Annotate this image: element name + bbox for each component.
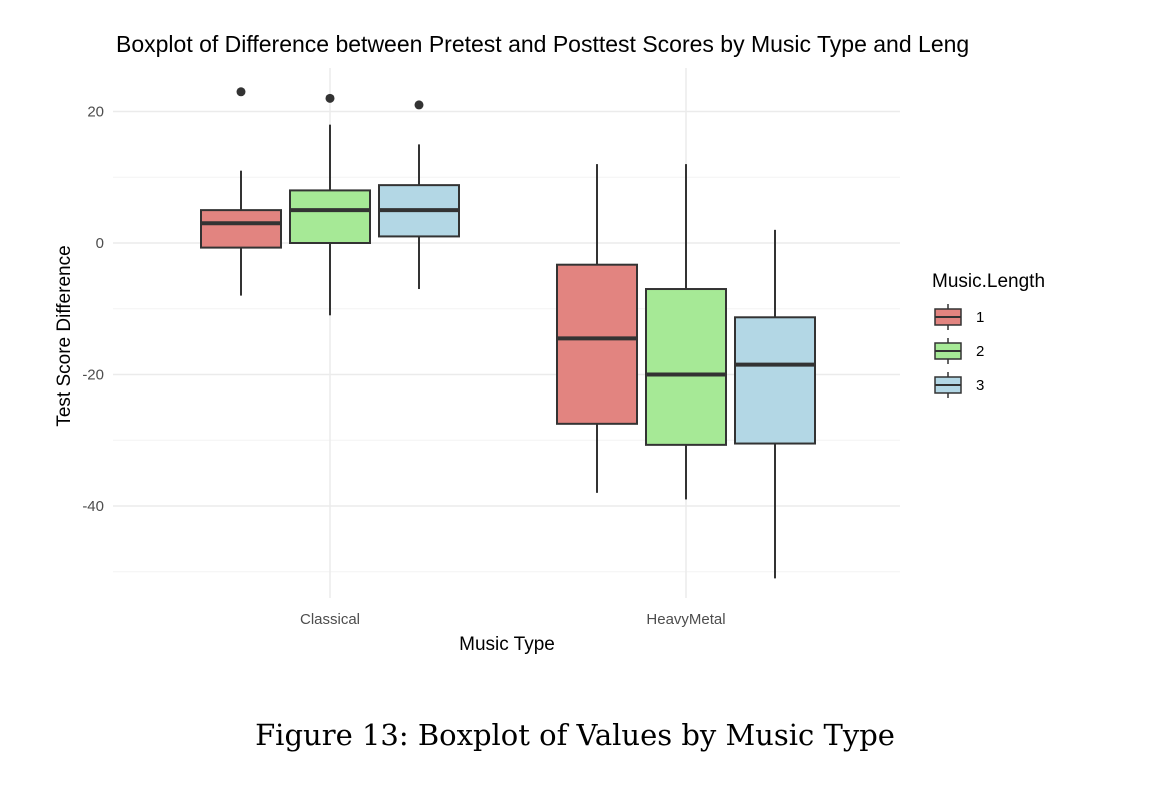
x-axis-title: Music Type bbox=[459, 634, 555, 655]
box-body bbox=[289, 189, 371, 244]
box-heavymetal-2 bbox=[645, 164, 727, 500]
boxplot-chart: 20 0 -20 -40 Classical HeavyMetal Boxplot of … bbox=[54, 31, 1045, 655]
box-classical-2 bbox=[289, 93, 371, 316]
box-heavymetal-1 bbox=[556, 164, 638, 493]
legend-label: 2 bbox=[976, 343, 984, 360]
legend-label: 3 bbox=[976, 377, 984, 394]
box-heavymetal-3 bbox=[734, 229, 816, 579]
axis-ticks: 20 0 -20 -40 Classical HeavyMetal bbox=[82, 104, 725, 629]
y-tick-label: 20 bbox=[87, 104, 104, 121]
box-classical-1 bbox=[200, 87, 282, 296]
box-body bbox=[734, 316, 816, 445]
outlier-point bbox=[414, 100, 424, 110]
figure-caption: Figure 13: Boxplot of Values by Music Ty… bbox=[255, 718, 895, 752]
y-tick-label: -20 bbox=[82, 367, 104, 384]
y-tick-label: 0 bbox=[96, 235, 104, 252]
x-tick-label: HeavyMetal bbox=[646, 611, 725, 628]
box-body bbox=[556, 263, 638, 425]
box-body bbox=[645, 288, 727, 446]
legend-item-1: 1 bbox=[934, 304, 984, 330]
y-axis-title: Test Score Difference bbox=[54, 245, 75, 426]
legend-label: 1 bbox=[976, 309, 984, 326]
legend-title: Music.Length bbox=[932, 271, 1045, 292]
box-classical-3 bbox=[378, 100, 460, 290]
x-tick-label: Classical bbox=[300, 611, 360, 628]
legend-item-3: 3 bbox=[934, 372, 984, 398]
outlier-point bbox=[325, 93, 335, 103]
legend: Music.Length 1 2 3 bbox=[932, 271, 1045, 398]
legend-item-2: 2 bbox=[934, 338, 984, 364]
box-series bbox=[200, 87, 816, 579]
y-tick-label: -40 bbox=[82, 498, 104, 515]
box-body bbox=[200, 209, 282, 249]
chart-title: Boxplot of Difference between Pretest an… bbox=[116, 31, 969, 57]
outlier-point bbox=[236, 87, 246, 97]
